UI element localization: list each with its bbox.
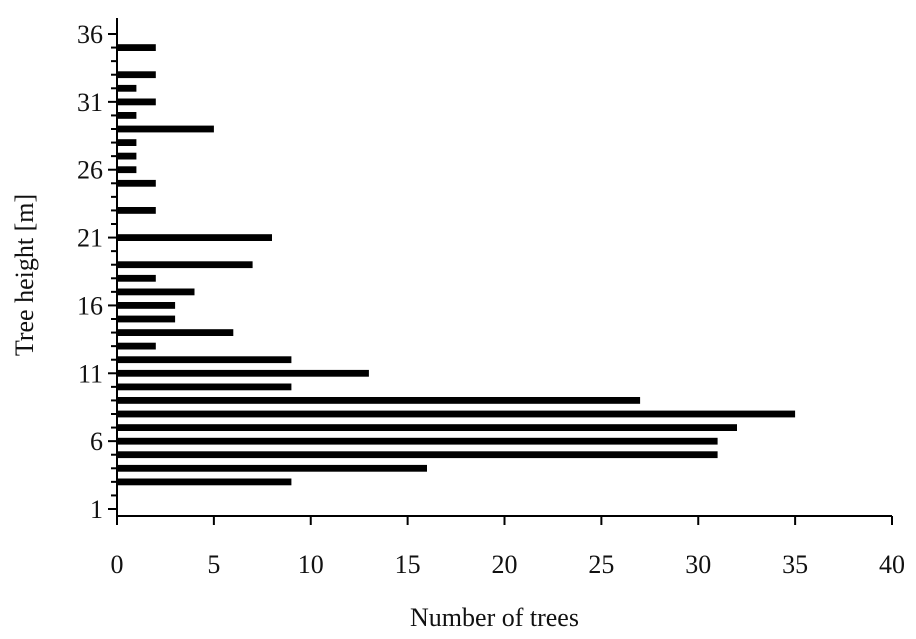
bar-height-19 xyxy=(117,261,253,269)
bar-height-28 xyxy=(117,139,137,146)
x-tick-label: 10 xyxy=(298,550,324,579)
bar-height-9 xyxy=(117,397,641,404)
bar-height-4 xyxy=(117,464,427,472)
bars-group xyxy=(117,44,796,486)
y-tick-label: 21 xyxy=(77,224,103,253)
y-axis-title: Tree height [m] xyxy=(10,194,39,356)
bar-height-16 xyxy=(117,302,176,309)
bar-height-14 xyxy=(117,329,234,336)
bar-height-32 xyxy=(117,84,137,92)
bar-height-10 xyxy=(117,383,292,391)
bar-height-5 xyxy=(117,451,718,459)
bar-height-3 xyxy=(117,478,292,486)
bar-height-35 xyxy=(117,44,156,51)
bar-height-26 xyxy=(117,166,137,174)
y-tick-label: 36 xyxy=(77,20,103,49)
bar-height-27 xyxy=(117,152,137,160)
bar-height-13 xyxy=(117,342,156,350)
x-axis-title: Number of trees xyxy=(410,603,579,632)
bar-height-30 xyxy=(117,112,137,119)
bar-height-7 xyxy=(117,424,737,431)
y-tick-label: 26 xyxy=(77,156,103,185)
x-tick-label: 5 xyxy=(207,550,220,579)
x-tick-label: 35 xyxy=(782,550,808,579)
y-tick-label: 6 xyxy=(90,427,103,456)
bar-height-6 xyxy=(117,437,718,445)
x-tick-label: 25 xyxy=(588,550,614,579)
bar-height-29 xyxy=(117,125,214,133)
x-tick-label: 20 xyxy=(492,550,518,579)
bar-height-12 xyxy=(117,356,292,364)
x-tick-label: 15 xyxy=(395,550,421,579)
y-tick-label: 11 xyxy=(78,359,103,388)
bar-height-25 xyxy=(117,179,156,187)
bar-height-17 xyxy=(117,288,195,296)
bar-height-18 xyxy=(117,274,156,282)
x-tick-label: 40 xyxy=(879,550,905,579)
bar-height-23 xyxy=(117,207,156,214)
bar-height-31 xyxy=(117,98,156,106)
y-tick-label: 16 xyxy=(77,291,103,320)
bar-height-33 xyxy=(117,71,156,79)
bar-height-8 xyxy=(117,410,796,418)
bar-height-11 xyxy=(117,369,369,377)
x-tick-label: 0 xyxy=(111,550,124,579)
y-tick-label: 1 xyxy=(90,495,103,524)
bar-height-21 xyxy=(117,234,272,241)
x-ticks-group: 0 5 10 15 20 25 30 35 40 xyxy=(111,516,905,579)
y-tick-label: 31 xyxy=(77,88,103,117)
bar-height-15 xyxy=(117,315,176,323)
x-tick-label: 30 xyxy=(685,550,711,579)
